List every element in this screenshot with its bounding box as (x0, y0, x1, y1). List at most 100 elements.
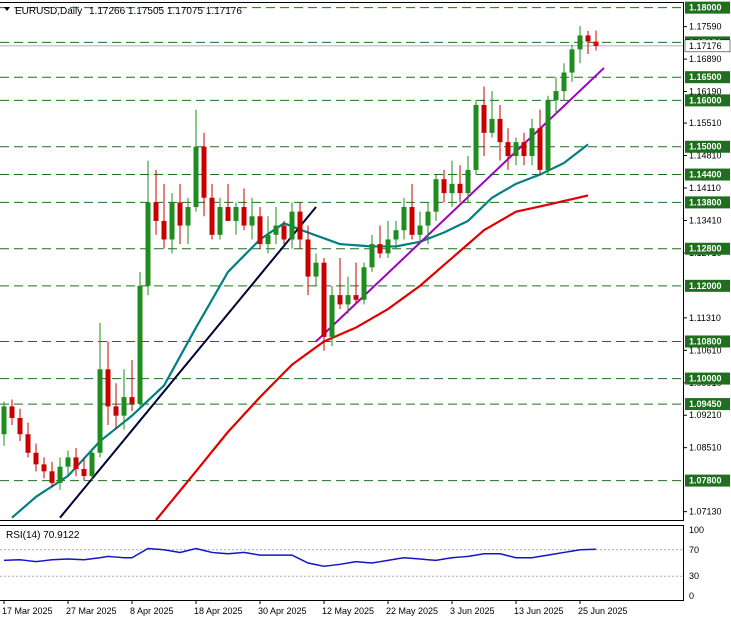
candle-body (137, 285, 143, 405)
level-label: 1.15000 (689, 142, 722, 152)
candle-body (97, 369, 103, 453)
candle-body (369, 244, 375, 268)
time-tick-label: 25 Jun 2025 (578, 606, 628, 616)
candle-body (553, 91, 559, 101)
candle-body (513, 142, 519, 157)
horizontal-levels (0, 7, 683, 482)
candle-body (337, 295, 343, 305)
candle-body (161, 220, 167, 240)
candle-body (121, 397, 127, 416)
level-label: 1.14400 (689, 170, 722, 180)
price-tick-label: 1.07130 (689, 507, 722, 517)
level-label: 1.13800 (689, 197, 722, 207)
level-label-box (685, 279, 730, 292)
level-labels: 1.180001.172501.165001.160001.150001.144… (684, 1, 731, 487)
candle-body (105, 369, 111, 407)
candle-body (73, 457, 79, 469)
rsi-axis-tick-label: 100 (689, 525, 704, 535)
price-tick-label: 1.09210 (689, 410, 722, 420)
candle-body (89, 452, 95, 476)
candle-body (473, 105, 479, 170)
candle-body (345, 295, 351, 305)
rsi-axis-tick-label: 70 (689, 545, 699, 555)
moving-average-line (155, 194, 589, 521)
rsi-label: RSI(14) 70.9122 (6, 530, 80, 541)
level-label-box (685, 168, 730, 181)
price-tick-label: 1.11310 (689, 313, 721, 323)
candle-body (353, 295, 359, 300)
candle-body (577, 35, 583, 50)
rsi-line (3, 547, 597, 568)
rsi-axis-tick-label: 30 (689, 571, 699, 581)
candle-body (497, 118, 503, 143)
candle-body (385, 239, 391, 254)
candle-body (321, 262, 327, 337)
candle-body (185, 207, 191, 226)
candle-body (537, 128, 543, 170)
candle-body (441, 179, 447, 194)
price-tick-label: 1.13410 (689, 215, 722, 225)
candle-body (481, 105, 487, 133)
chart-header: EURUSD,Daily 1.17266 1.17505 1.17075 1.1… (4, 6, 242, 17)
level-label-box (685, 71, 730, 84)
candle-body (33, 452, 39, 465)
candle-body (433, 179, 439, 212)
level-label-box (685, 242, 730, 255)
level-label: 1.07800 (689, 476, 722, 486)
candle-body (425, 211, 431, 226)
level-label-box (685, 335, 730, 348)
level-label-box (685, 398, 730, 411)
level-label-box (685, 372, 730, 385)
price-tick-label: 1.14810 (689, 151, 722, 161)
price-tick-label: 1.16890 (689, 54, 722, 64)
candle-body (297, 211, 303, 240)
trendline (59, 206, 317, 519)
price-tick-label: 1.14110 (689, 183, 721, 193)
time-axis: 17 Mar 2025 27 Mar 2025 8 Apr 2025 18 Apr 2… (2, 600, 628, 616)
ohlc-label: 1.17266 1.17505 1.17075 1.17176 (89, 6, 242, 17)
candle-body (457, 183, 463, 194)
candle-body (401, 207, 407, 231)
candle-body (225, 207, 231, 221)
level-label: 1.18000 (689, 3, 722, 13)
candle-body (169, 202, 175, 240)
candle-body (585, 35, 591, 42)
candle-body (1, 406, 7, 435)
time-tick-label: 13 Jun 2025 (514, 606, 564, 616)
candle-body (41, 464, 47, 472)
rsi-panel: 100 70 30 0 (0, 525, 704, 601)
level-label: 1.12800 (689, 244, 722, 254)
candle-body (129, 397, 135, 405)
candle-body (449, 183, 455, 194)
time-tick-label: 8 Apr 2025 (130, 606, 174, 616)
level-label-box (685, 140, 730, 153)
time-tick-label: 17 Mar 2025 (2, 606, 53, 616)
candle-body (153, 202, 159, 221)
level-label: 1.10000 (689, 374, 722, 384)
candle-body (9, 406, 15, 418)
candle-body (329, 295, 335, 337)
candle-body (273, 225, 279, 235)
level-label: 1.16000 (689, 95, 722, 105)
candle-body (65, 457, 71, 467)
candles (1, 26, 599, 490)
candle-body (233, 207, 239, 221)
collapse-triangle-icon[interactable] (4, 7, 10, 11)
candle-body (17, 417, 23, 435)
candle-body (177, 202, 183, 226)
candle-body (217, 207, 223, 235)
candle-body (505, 142, 511, 157)
price-tick-label: 1.15510 (689, 118, 722, 128)
candle-body (313, 262, 319, 277)
time-tick-label: 18 Apr 2025 (194, 606, 243, 616)
time-tick-label: 12 May 2025 (322, 606, 374, 616)
price-tick-label: 1.16190 (689, 87, 722, 97)
candle-body (201, 146, 207, 198)
current-price-box (684, 39, 731, 53)
candle-body (305, 239, 311, 277)
candle-body (249, 216, 255, 226)
candle-body (257, 216, 263, 245)
candle-body (145, 202, 151, 286)
